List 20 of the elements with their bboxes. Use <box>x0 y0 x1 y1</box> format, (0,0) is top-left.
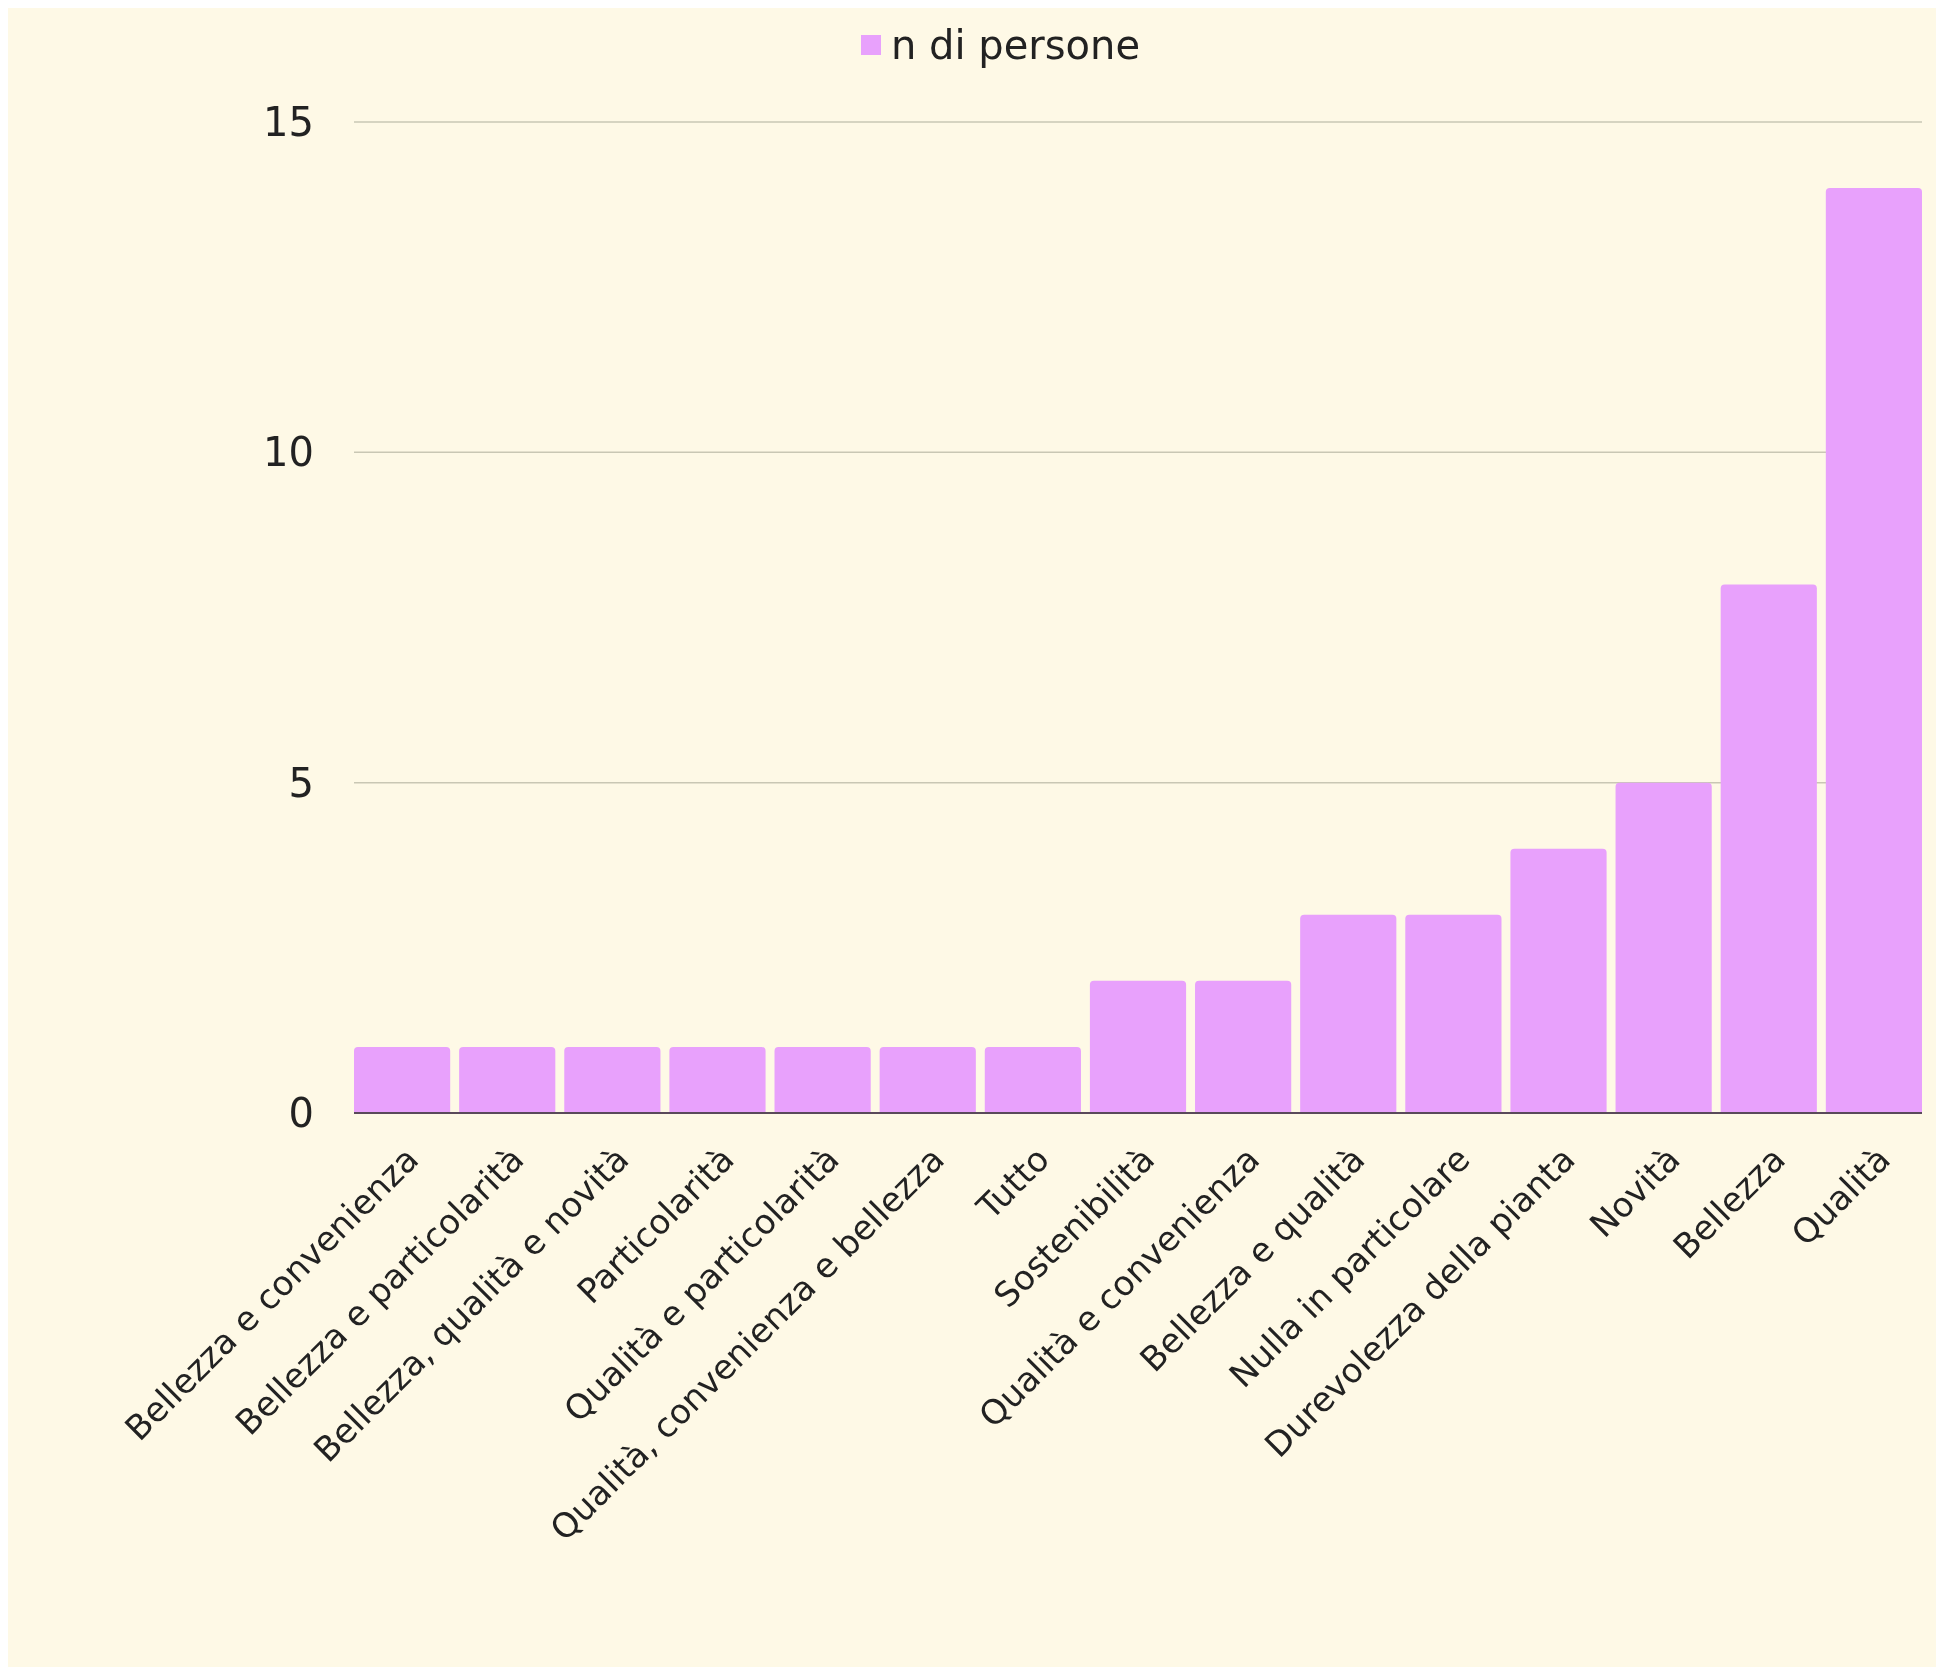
y-tick-label: 5 <box>288 759 314 806</box>
bar <box>1300 914 1397 1113</box>
bar <box>459 1046 556 1113</box>
bar <box>1825 188 1922 1113</box>
bar <box>354 1046 451 1113</box>
bar <box>1720 584 1817 1113</box>
bar <box>1089 980 1187 1113</box>
bar <box>669 1046 766 1113</box>
bar <box>564 1046 661 1113</box>
bar <box>1405 914 1502 1113</box>
bar <box>1615 782 1712 1113</box>
y-tick-label: 10 <box>263 429 314 476</box>
y-tick-label: 15 <box>263 99 314 145</box>
bar <box>984 1046 1081 1113</box>
y-tick-label: 0 <box>288 1090 314 1136</box>
bar <box>1195 980 1292 1113</box>
bar <box>1510 848 1607 1113</box>
bar <box>879 1046 976 1113</box>
bar <box>774 1046 871 1113</box>
legend-label: n di persone <box>891 22 1141 68</box>
